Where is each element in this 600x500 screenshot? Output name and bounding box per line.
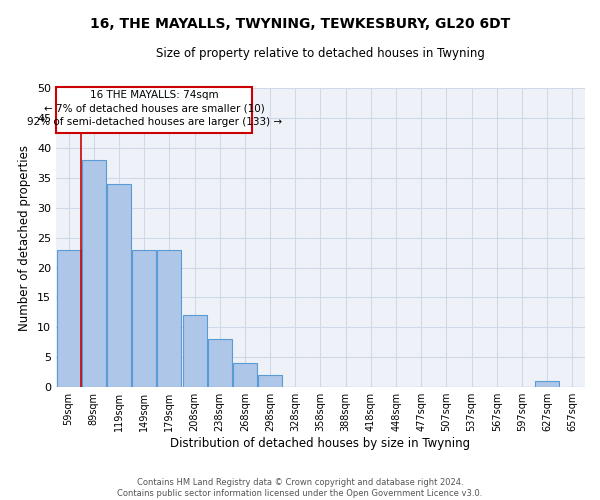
Bar bbox=[132, 250, 156, 387]
Bar bbox=[535, 381, 559, 387]
Text: 92% of semi-detached houses are larger (133) →: 92% of semi-detached houses are larger (… bbox=[27, 117, 282, 127]
Bar bbox=[208, 340, 232, 387]
Text: 16 THE MAYALLS: 74sqm: 16 THE MAYALLS: 74sqm bbox=[90, 90, 219, 100]
Bar bbox=[233, 364, 257, 387]
Y-axis label: Number of detached properties: Number of detached properties bbox=[19, 144, 31, 330]
Text: ← 7% of detached houses are smaller (10): ← 7% of detached houses are smaller (10) bbox=[44, 104, 265, 114]
Title: Size of property relative to detached houses in Twyning: Size of property relative to detached ho… bbox=[156, 48, 485, 60]
FancyBboxPatch shape bbox=[56, 87, 253, 133]
Bar bbox=[107, 184, 131, 387]
Text: 16, THE MAYALLS, TWYNING, TEWKESBURY, GL20 6DT: 16, THE MAYALLS, TWYNING, TEWKESBURY, GL… bbox=[90, 18, 510, 32]
Bar bbox=[82, 160, 106, 387]
Bar bbox=[182, 316, 206, 387]
X-axis label: Distribution of detached houses by size in Twyning: Distribution of detached houses by size … bbox=[170, 437, 470, 450]
Text: Contains HM Land Registry data © Crown copyright and database right 2024.
Contai: Contains HM Land Registry data © Crown c… bbox=[118, 478, 482, 498]
Bar bbox=[258, 375, 282, 387]
Bar bbox=[56, 250, 80, 387]
Bar bbox=[157, 250, 181, 387]
